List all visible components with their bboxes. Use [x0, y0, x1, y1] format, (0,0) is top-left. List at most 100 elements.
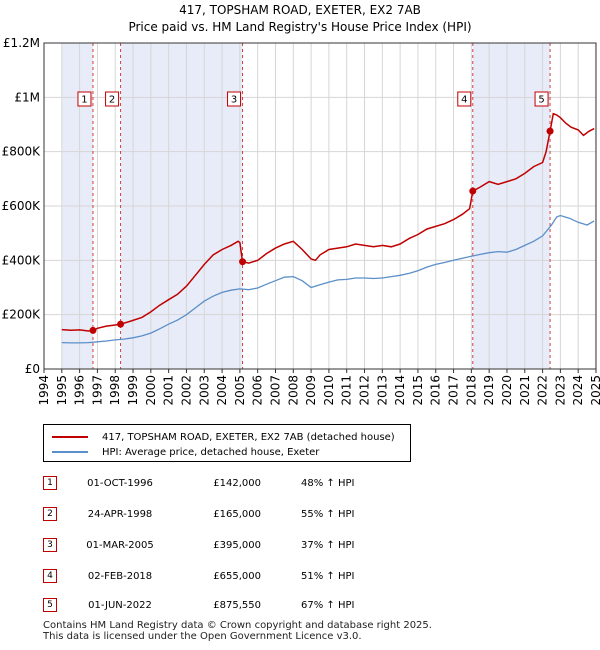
sale-point — [546, 127, 554, 135]
sale-number-badge: 2 — [43, 507, 57, 521]
sale-point — [117, 320, 125, 328]
x-tick-label: 2002 — [179, 375, 193, 406]
x-tick-label: 2021 — [518, 375, 532, 406]
y-tick-label: £400K — [2, 253, 42, 267]
x-tick-label: 2023 — [553, 375, 567, 406]
sale-hpi-change: 37% ↑ HPI — [301, 540, 355, 551]
legend-item-property: 417, TOPSHAM ROAD, EXETER, EX2 7AB (deta… — [52, 430, 395, 444]
sale-marker-box — [227, 91, 242, 107]
x-tick-label: 1996 — [73, 375, 87, 406]
property-price-line — [61, 112, 595, 332]
table-row: 5 01-JUN-2022 £875,550 67% ↑ HPI — [43, 598, 443, 614]
sale-marker-label: 5 — [538, 95, 544, 106]
series-lines — [61, 112, 595, 344]
x-tick-label: 2008 — [286, 375, 300, 406]
x-tick-label: 2018 — [464, 375, 478, 406]
sale-point — [469, 187, 477, 195]
sale-points — [89, 127, 554, 334]
x-tick-label: 1995 — [55, 375, 69, 406]
sale-number-badge: 4 — [43, 569, 57, 583]
x-tick-label: 2013 — [375, 375, 389, 406]
x-tick-label: 2010 — [322, 375, 336, 406]
legend: 417, TOPSHAM ROAD, EXETER, EX2 7AB (deta… — [43, 424, 411, 462]
x-tick-label: 2007 — [268, 375, 282, 406]
x-tick-label: 2016 — [429, 375, 443, 406]
x-tick-label: 2024 — [571, 375, 585, 406]
sale-marker-box — [105, 91, 120, 107]
chart-title-line2: Price paid vs. HM Land Registry's House … — [128, 20, 472, 34]
x-tick-label: 2011 — [340, 375, 354, 406]
sale-date: 01-JUN-2022 — [88, 600, 152, 611]
sale-marker-label: 2 — [109, 95, 115, 106]
sale-price: £875,550 — [213, 600, 261, 611]
footer-licence: This data is licensed under the Open Gov… — [43, 631, 362, 642]
footer: Contains HM Land Registry data © Crown c… — [43, 620, 432, 642]
table-row: 3 01-MAR-2005 £395,000 37% ↑ HPI — [43, 538, 443, 554]
sale-point — [89, 326, 97, 334]
table-row: 1 01-OCT-1996 £142,000 48% ↑ HPI — [43, 476, 443, 492]
sale-number-badge: 1 — [43, 476, 57, 490]
sale-price: £165,000 — [213, 509, 261, 520]
sale-date-lines — [92, 43, 551, 369]
x-tick-label: 2001 — [162, 375, 176, 406]
x-axis-ticks: 1994 1995 1996 1997 1998 1999 2000 2001 2002 2003… — [37, 369, 600, 406]
y-tick-label: £1M — [14, 90, 40, 104]
x-tick-label: 1994 — [37, 375, 51, 406]
sale-price: £142,000 — [213, 478, 261, 489]
x-tick-label: 2004 — [215, 375, 229, 406]
x-tick-label: 1999 — [126, 375, 140, 406]
legend-swatch-hpi — [52, 451, 88, 453]
sale-number-badge: 5 — [43, 598, 57, 612]
legend-swatch-property — [52, 436, 88, 438]
price-chart: 1 2 3 4 5 £0 £200K £400K £600K £800K £1M £1.2M 199… — [2, 36, 600, 406]
x-tick-label: 2005 — [233, 375, 247, 406]
x-tick-label: 2000 — [144, 375, 158, 406]
sale-hpi-change: 51% ↑ HPI — [301, 571, 355, 582]
y-tick-label: £600K — [2, 199, 42, 213]
x-tick-label: 2022 — [536, 375, 550, 406]
y-tick-label: £800K — [2, 145, 42, 159]
y-tick-label: £1.2M — [3, 36, 40, 50]
x-tick-label: 1998 — [108, 375, 122, 406]
sale-marker-label: 1 — [81, 95, 87, 106]
x-tick-label: 2019 — [482, 375, 496, 406]
footer-copyright: Contains HM Land Registry data © Crown c… — [43, 620, 432, 631]
sale-price: £395,000 — [213, 540, 261, 551]
x-tick-label: 2012 — [358, 375, 372, 406]
sale-hpi-change: 48% ↑ HPI — [301, 478, 355, 489]
sale-point — [239, 258, 247, 266]
chart-title-line1: 417, TOPSHAM ROAD, EXETER, EX2 7AB — [179, 3, 421, 17]
x-tick-label: 1997 — [90, 375, 104, 406]
legend-item-hpi: HPI: Average price, detached house, Exet… — [52, 445, 319, 459]
sale-date: 01-OCT-1996 — [87, 478, 153, 489]
x-tick-label: 2009 — [304, 375, 318, 406]
sale-date: 01-MAR-2005 — [86, 540, 154, 551]
x-tick-label: 2020 — [500, 375, 514, 406]
sale-labels: 1 2 3 4 5 — [77, 91, 549, 107]
x-tick-label: 2017 — [447, 375, 461, 406]
table-row: 2 24-APR-1998 £165,000 55% ↑ HPI — [43, 507, 443, 523]
plot-frame — [43, 42, 597, 370]
sale-marker-box — [534, 91, 549, 107]
sale-marker-box — [77, 91, 92, 107]
x-tick-label: 2015 — [411, 375, 425, 406]
table-row: 4 02-FEB-2018 £655,000 51% ↑ HPI — [43, 569, 443, 585]
legend-label-property: 417, TOPSHAM ROAD, EXETER, EX2 7AB (deta… — [102, 431, 395, 443]
x-tick-label: 2003 — [197, 375, 211, 406]
x-tick-label: 2014 — [393, 375, 407, 406]
x-tick-label: 2006 — [251, 375, 265, 406]
chart-title: 417, TOPSHAM ROAD, EXETER, EX2 7AB Price… — [0, 2, 600, 36]
sale-number-badge: 3 — [43, 538, 57, 552]
y-axis-ticks: £0 £200K £400K £600K £800K £1M £1.2M — [2, 36, 42, 376]
sale-price: £655,000 — [213, 571, 261, 582]
sale-hpi-change: 67% ↑ HPI — [301, 600, 355, 611]
sale-date: 02-FEB-2018 — [87, 571, 153, 582]
sale-hpi-change: 55% ↑ HPI — [301, 509, 355, 520]
sale-date: 24-APR-1998 — [87, 509, 153, 520]
hpi-line — [61, 214, 595, 344]
legend-label-hpi: HPI: Average price, detached house, Exet… — [102, 446, 320, 458]
sale-marker-label: 4 — [461, 95, 467, 106]
y-tick-label: £200K — [2, 308, 42, 322]
x-tick-label: 2025 — [589, 375, 600, 406]
sale-marker-label: 3 — [231, 95, 237, 106]
